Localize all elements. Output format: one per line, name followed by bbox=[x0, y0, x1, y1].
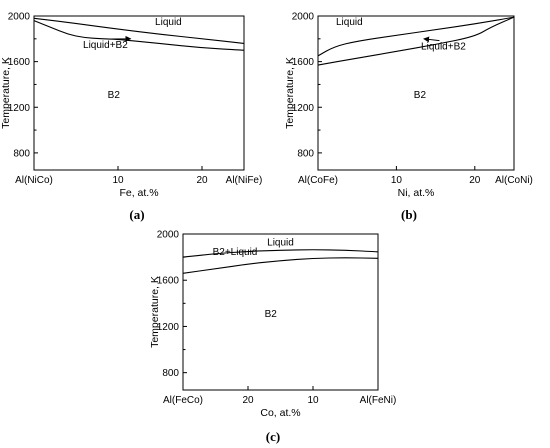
y-axis-title: Temperature, K bbox=[149, 276, 161, 348]
x-axis-title: Fe, at.% bbox=[119, 187, 158, 199]
region-label-b2-liquid: B2+Liquid bbox=[213, 247, 258, 258]
region-label-liquid: Liquid bbox=[155, 17, 182, 28]
region-label-liquid: Liquid bbox=[267, 238, 294, 249]
x-tick-label: Al(FeNi) bbox=[360, 395, 397, 406]
y-tick-label: 2000 bbox=[157, 230, 180, 241]
y-tick-label: 2000 bbox=[292, 12, 315, 23]
x-tick-label: Al(CoFe) bbox=[298, 175, 338, 186]
plot-frame bbox=[33, 15, 245, 171]
liquidus-line bbox=[33, 17, 245, 44]
y-tick-label: 1600 bbox=[292, 57, 315, 68]
region-label-liquid-b2: Liquid+B2 bbox=[421, 42, 466, 53]
x-tick-label: 20 bbox=[196, 175, 208, 186]
y-axis-title: Temperature, K bbox=[0, 57, 12, 129]
y-tick-label: 1200 bbox=[292, 103, 315, 114]
solidus-line bbox=[182, 257, 379, 274]
x-tick-label: Al(FeCo) bbox=[163, 395, 203, 406]
region-label-liquid-b2: Liquid+B2 bbox=[83, 40, 128, 51]
y-tick-label: 800 bbox=[13, 148, 30, 159]
x-tick-label: 20 bbox=[242, 395, 254, 406]
panel-caption: (a) bbox=[129, 207, 144, 222]
panel-caption: (c) bbox=[266, 429, 280, 444]
x-tick-label: Al(NiCo) bbox=[15, 175, 53, 186]
region-label-b2: B2 bbox=[414, 90, 427, 101]
chart-panel-a: 800 1200 1600 2000 Al(NiCo) 10 20 Al(NiFe) Fe, a… bbox=[0, 12, 262, 223]
x-tick-label: 20 bbox=[469, 175, 481, 186]
y-tick-label: 1200 bbox=[8, 103, 31, 114]
liquidus-line bbox=[317, 16, 515, 57]
x-axis-title: Ni, at.% bbox=[398, 187, 435, 199]
x-tick-label: 10 bbox=[307, 395, 319, 406]
y-axis-title: Temperature, K bbox=[284, 57, 296, 129]
chart-panel-c: 800 1200 1600 2000 Al(FeCo) 20 10 Al(FeNi) Co, a… bbox=[149, 230, 396, 445]
region-arrow bbox=[423, 36, 440, 43]
solidus-line bbox=[33, 20, 245, 51]
x-tick-label: Al(NiFe) bbox=[226, 175, 263, 186]
y-tick-label: 2000 bbox=[8, 12, 31, 23]
region-label-b2: B2 bbox=[108, 90, 121, 101]
x-tick-label: Al(CoNi) bbox=[495, 175, 533, 186]
y-tick-label: 800 bbox=[297, 148, 314, 159]
x-tick-label: 10 bbox=[391, 175, 403, 186]
x-axis-title: Co, at.% bbox=[260, 407, 300, 419]
plot-frame bbox=[182, 233, 379, 391]
region-label-liquid: Liquid bbox=[336, 17, 363, 28]
x-tick-label: 10 bbox=[112, 175, 124, 186]
y-tick-label: 1200 bbox=[157, 322, 180, 333]
panel-caption: (b) bbox=[401, 207, 417, 222]
y-tick-label: 1600 bbox=[157, 276, 180, 287]
solidus-line bbox=[317, 16, 515, 66]
liquidus-line bbox=[182, 249, 379, 258]
y-tick-label: 1600 bbox=[8, 57, 31, 68]
chart-panel-b: 800 1200 1600 2000 Al(CoFe) 10 20 Al(CoNi) Ni, a… bbox=[284, 12, 533, 223]
y-tick-label: 800 bbox=[162, 368, 179, 379]
plot-frame bbox=[317, 15, 515, 171]
region-label-b2: B2 bbox=[265, 309, 278, 320]
